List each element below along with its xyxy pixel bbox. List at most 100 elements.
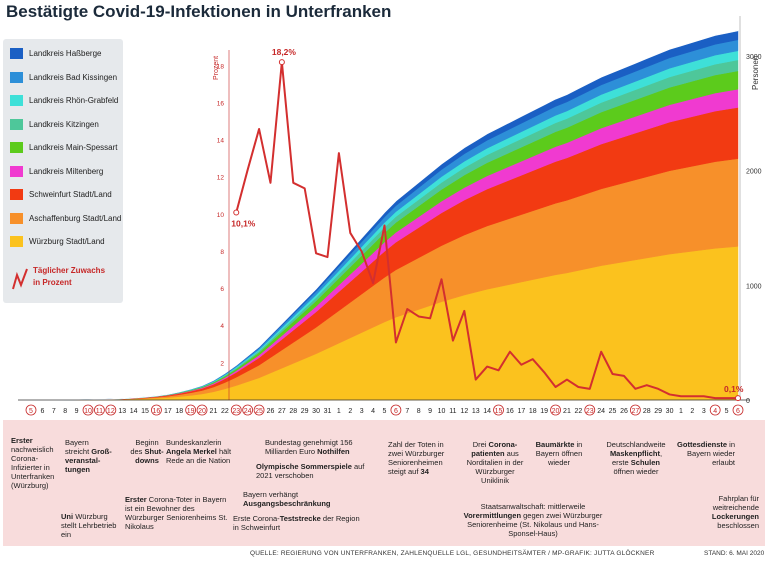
x-tick-label: 4 (371, 408, 375, 415)
x-tick-label: 17 (164, 408, 172, 415)
x-tick-label: 3 (360, 408, 364, 415)
event-9: Erste Corona-Teststrecke der Region in S… (233, 514, 360, 532)
legend-label: Aschaffenburg Stadt/Land (29, 213, 122, 223)
events-panel: Erster nachweislich Corona-Infizierter i… (3, 420, 765, 546)
event-12: Baumärkte in Bayern öffnen wieder (535, 440, 583, 467)
event-15: Gottesdienste in Bayern wieder erlaubt (677, 440, 735, 467)
event-day-circle (82, 404, 94, 416)
legend-label: Landkreis Bad Kissingen (29, 72, 118, 82)
left-tick-label: 10 (217, 212, 225, 219)
right-tick-label: 0 (746, 398, 750, 405)
left-tick-label: 18 (217, 63, 225, 70)
legend-item: Landkreis Main-Spessart (10, 141, 117, 155)
event-16: Fahrplan für weitreichende Lockerungen b… (711, 494, 759, 530)
legend-label: Landkreis Rhön-Grabfeld (29, 96, 119, 105)
chart-svg: 0100020003000Personen24681012141618Proze… (18, 16, 762, 420)
x-tick-label: 14 (483, 408, 491, 415)
left-tick-label: 8 (220, 249, 224, 256)
event-day-circle (196, 404, 208, 416)
right-tick-label: 2000 (746, 169, 762, 176)
growth-line (235, 61, 738, 400)
x-tick-label: 30 (312, 408, 320, 415)
event-0: Erster nachweislich Corona-Infizierter i… (11, 436, 55, 490)
legend-label: Schweinfurt Stadt/Land (29, 190, 112, 199)
x-tick-label: 11 (449, 408, 456, 415)
annotation-end: 0,1% (724, 384, 744, 394)
x-tick-label: 23 (232, 408, 240, 415)
event-day-circle (242, 404, 254, 416)
event-2: Uni Würzburg stellt Lehrbetrieb ein (61, 512, 117, 539)
legend-label: Würzburg Stadt/Land (29, 237, 105, 246)
x-tick-label: 16 (506, 408, 514, 415)
x-tick-label: 24 (244, 408, 252, 415)
x-tick-label: 5 (29, 408, 33, 415)
event-day-circle (105, 404, 117, 416)
legend-item: Landkreis Haßberge (10, 47, 101, 61)
legend-line-label-1: Täglicher Zuwachs (33, 266, 106, 275)
x-tick-label: 18 (175, 408, 183, 415)
legend-swatch (10, 95, 23, 107)
x-tick-label: 22 (574, 408, 582, 415)
x-tick-label: 8 (417, 408, 421, 415)
x-tick-label: 13 (472, 408, 480, 415)
left-tick-label: 4 (220, 323, 224, 330)
legend-item: Landkreis Bad Kissingen (10, 71, 117, 85)
x-tick-label: 30 (666, 408, 674, 415)
x-tick-label: 14 (130, 408, 138, 415)
right-axis-label: Personen (751, 56, 760, 90)
event-8: Bayern verhängt Ausgangsbeschränkung (243, 490, 331, 508)
growth-marker (278, 59, 285, 66)
x-tick-label: 26 (267, 408, 275, 415)
source-note: QUELLE: REGIERUNG VON UNTERFRANKEN, ZAHL… (250, 550, 655, 557)
event-day-circle (550, 404, 561, 416)
event-day-circle (390, 404, 402, 416)
legend-line-label-2: in Prozent (33, 278, 72, 287)
left-tick-label: 2 (220, 360, 224, 367)
x-tick-label: 4 (713, 408, 717, 415)
x-tick-label: 13 (118, 408, 126, 415)
event-day-circle (629, 404, 641, 416)
x-tick-label: 21 (210, 408, 218, 415)
x-tick-label: 26 (620, 408, 628, 415)
x-tick-label: 11 (96, 408, 103, 415)
x-tick-label: 9 (428, 408, 432, 415)
legend-swatch (10, 165, 23, 177)
x-tick-label: 5 (383, 408, 387, 415)
month-label: April (357, 419, 373, 420)
event-day-circle (230, 404, 242, 416)
legend-swatch (10, 142, 23, 154)
x-tick-label: 2 (690, 408, 694, 415)
x-tick-label: 6 (394, 408, 398, 415)
left-tick-label: 16 (217, 100, 225, 107)
x-tick-label: 31 (324, 408, 332, 415)
x-tick-label: 10 (84, 408, 92, 415)
event-day-circle (584, 404, 596, 416)
event-day-circle (493, 404, 504, 416)
month-label: Mai (701, 419, 714, 420)
x-tick-label: 19 (540, 408, 548, 415)
legend-label: Landkreis Haßberge (29, 49, 102, 58)
x-tick-label: 28 (289, 408, 297, 415)
event-4: Bundeskanzlerin Angela Merkel hält Rede … (166, 438, 232, 465)
legend-swatch (10, 71, 23, 83)
legend-swatch (10, 236, 23, 248)
x-tick-label: 1 (679, 408, 683, 415)
x-tick-label: 3 (702, 408, 706, 415)
legend-label: Landkreis Miltenberg (29, 166, 104, 176)
legend-swatch (10, 212, 23, 224)
x-tick-label: 9 (75, 408, 79, 415)
x-tick-label: 29 (654, 408, 662, 415)
left-axis-label: Prozent (213, 56, 220, 80)
x-tick-label: 6 (40, 408, 44, 415)
x-tick-label: 7 (405, 408, 409, 415)
x-tick-label: 6 (736, 408, 740, 415)
x-tick-label: 22 (221, 408, 229, 415)
stand-date: STAND: 6. MAI 2020 (704, 550, 765, 557)
event-7: Olympische Sommerspiele auf 2021 verscho… (256, 462, 365, 480)
left-tick-label: 12 (217, 175, 225, 182)
legend: Landkreis Haßberge Landkreis Bad Kissinge… (3, 39, 123, 303)
x-tick-label: 25 (609, 408, 617, 415)
x-tick-label: 12 (460, 408, 468, 415)
event-day-circle (732, 404, 744, 416)
event-5: Erster Corona-Toter in Bayern ist ein Be… (125, 495, 228, 531)
